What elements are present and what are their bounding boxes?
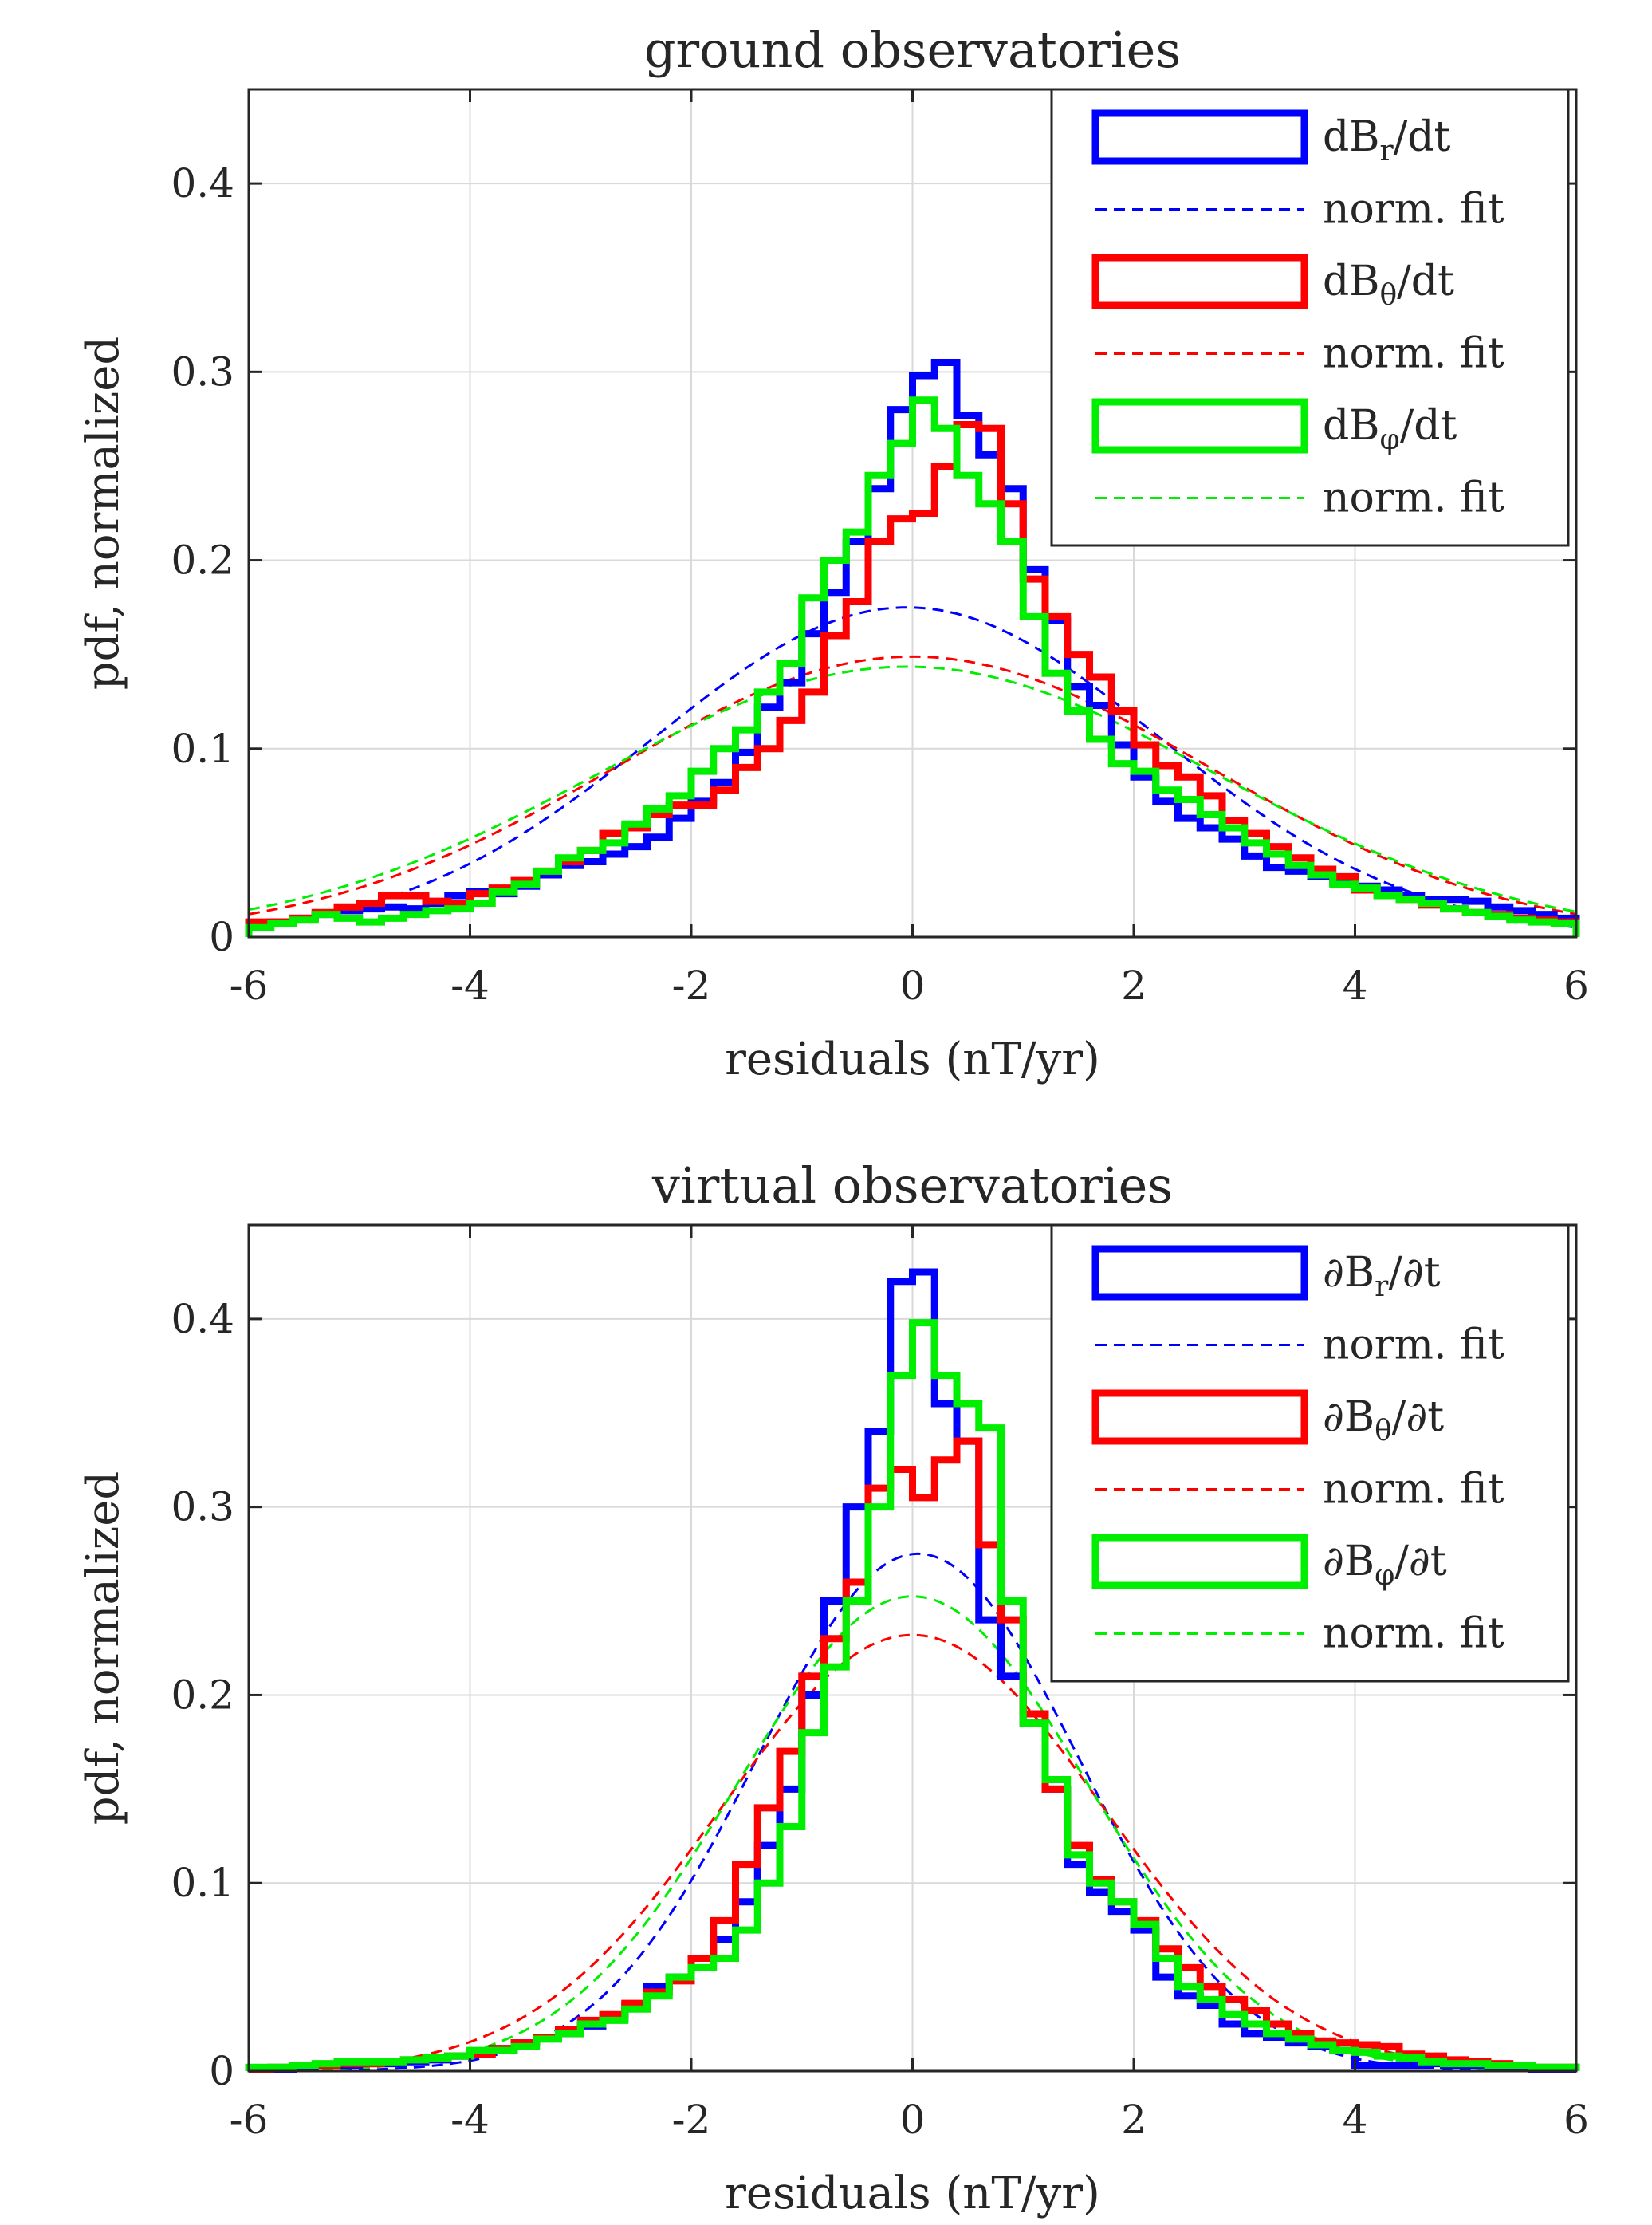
normal-fit-series-4 <box>248 655 1577 916</box>
y-tick-label: 0.2 <box>171 538 234 584</box>
x-tick-label: -6 <box>230 963 269 1009</box>
x-tick-label: 0 <box>900 963 926 1009</box>
legend-swatch-box <box>1092 254 1308 309</box>
legend-label: norm. fit <box>1323 1321 1504 1369</box>
y-axis-label: pdf, normalized <box>77 1471 129 1825</box>
x-tick-label: 0 <box>900 2097 926 2143</box>
x-tick-label: -2 <box>672 963 711 1009</box>
legend-label: norm. fit <box>1323 475 1504 522</box>
x-tick-label: 4 <box>1343 2097 1368 2143</box>
histogram-series-5 <box>245 396 1580 937</box>
histogram-series-5 <box>245 1319 1580 2071</box>
x-axis-label: residuals (nT/yr) <box>725 2168 1100 2219</box>
legend-swatch-box <box>1092 109 1308 165</box>
y-tick-label: 0.3 <box>171 1484 234 1530</box>
legend: ∂Br/∂t norm. fit ∂Bθ/∂t norm. fit ∂Bφ/∂t norm… <box>1050 1223 1570 1683</box>
y-tick-label: 0.4 <box>171 1296 234 1342</box>
legend-label: ∂Br/∂t <box>1323 1249 1441 1303</box>
chart-2: -6 -4 -2 0 2 4 6 0 0.1 0.2 0.3 0.4 virtual observato… <box>77 1156 1589 2219</box>
y-tick-label: 0.1 <box>171 1860 234 1906</box>
histogram-series-3 <box>245 1437 1580 2073</box>
y-axis-label: pdf, normalized <box>77 337 129 690</box>
legend-swatch-box <box>1092 1245 1308 1301</box>
legend-label: norm. fit <box>1323 1466 1504 1514</box>
legend-label: ∂Bθ/∂t <box>1323 1393 1444 1447</box>
normal-fit-series-6 <box>248 665 1577 913</box>
legend-label: dBr/dt <box>1323 113 1451 167</box>
legend-label: norm. fit <box>1323 186 1504 234</box>
legend-swatch-box <box>1092 1534 1308 1589</box>
legend-frame <box>1050 1223 1570 1683</box>
x-tick-label: 6 <box>1564 2097 1589 2143</box>
x-tick-label: -4 <box>450 963 490 1009</box>
x-tick-label: 2 <box>1121 2097 1147 2143</box>
legend-label: norm. fit <box>1323 1610 1504 1658</box>
x-tick-label: -2 <box>672 2097 711 2143</box>
x-axis-label: residuals (nT/yr) <box>725 1034 1100 1085</box>
legend-swatch-box <box>1092 1389 1308 1445</box>
x-tick-label: -4 <box>450 2097 490 2143</box>
chart-1: -6 -4 -2 0 2 4 6 0 0.1 0.2 0.3 0.4 ground observator… <box>77 21 1589 1085</box>
legend: dBr/dt norm. fit dBθ/dt norm. fit dBφ/dt norm… <box>1050 88 1570 547</box>
y-tick-label: 0 <box>209 914 234 960</box>
legend-label: dBφ/dt <box>1323 402 1457 456</box>
y-tick-label: 0.1 <box>171 726 234 772</box>
normal-fit-series-2 <box>248 606 1577 929</box>
x-tick-label: 2 <box>1121 963 1147 1009</box>
y-tick-label: 0 <box>209 2048 234 2094</box>
y-tick-label: 0.2 <box>171 1672 234 1718</box>
x-tick-label: 4 <box>1343 963 1368 1009</box>
legend-frame <box>1050 88 1570 547</box>
legend-label: dBθ/dt <box>1323 258 1454 312</box>
legend-swatch-box <box>1092 398 1308 454</box>
legend-label: ∂Bφ/∂t <box>1323 1538 1447 1592</box>
x-tick-label: -6 <box>230 2097 269 2143</box>
chart-title: virtual observatories <box>651 1156 1173 1215</box>
y-tick-label: 0.4 <box>171 160 234 207</box>
x-tick-label: 6 <box>1564 963 1589 1009</box>
y-tick-label: 0.3 <box>171 349 234 395</box>
legend-label: norm. fit <box>1323 330 1504 378</box>
chart-title: ground observatories <box>644 21 1181 79</box>
